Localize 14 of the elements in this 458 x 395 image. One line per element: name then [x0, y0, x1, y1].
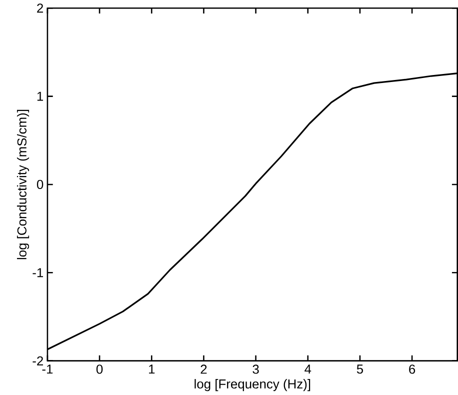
x-tick-label: 4: [304, 364, 312, 374]
y-tick-label: -2: [32, 356, 43, 366]
x-tick-label: 5: [356, 364, 364, 374]
x-tick-label: 1: [149, 364, 155, 374]
x-tick-label: 6: [409, 364, 416, 374]
x-axis-title: log [Frequency (Hz)]: [194, 378, 310, 391]
y-tick-label: -1: [32, 268, 44, 277]
x-tick-label: 0: [96, 364, 103, 374]
y-tick-label: 0: [36, 180, 44, 189]
y-tick-label: 2: [37, 3, 43, 12]
y-axis-title: log [Conductivity (mS/cm)]: [16, 110, 30, 259]
y-tick-label: 1: [37, 92, 44, 101]
x-tick-label: 3: [252, 364, 259, 374]
x-tick-label: 2: [200, 364, 207, 374]
